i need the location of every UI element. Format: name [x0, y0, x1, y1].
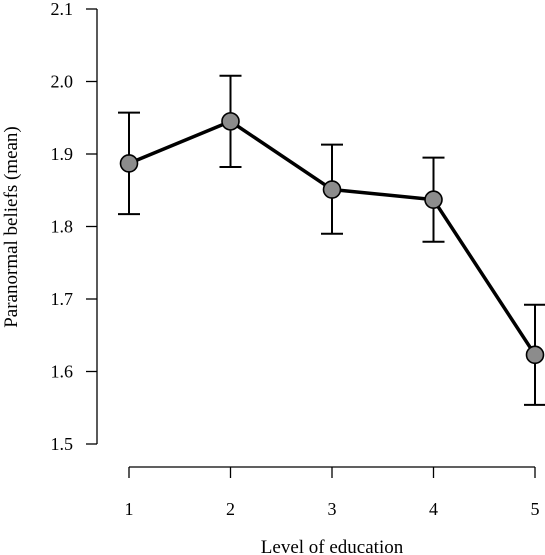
y-tick-label: 1.8 — [51, 217, 74, 237]
x-tick-label: 5 — [531, 499, 540, 519]
y-axis: 1.5 1.6 1.7 1.8 1.9 2.0 2.1 — [51, 0, 98, 454]
data-point — [424, 190, 443, 209]
error-bars — [118, 74, 545, 406]
x-tick-label: 2 — [226, 499, 235, 519]
x-axis-title: Level of education — [261, 537, 404, 555]
data-point — [221, 112, 240, 131]
data-point — [322, 180, 342, 199]
x-tick-label: 1 — [125, 499, 134, 519]
y-axis-title: Paranormal beliefs (mean) — [1, 126, 22, 328]
y-tick-label: 1.7 — [51, 289, 74, 309]
x-tick-label: 4 — [429, 499, 438, 519]
x-tick-label: 3 — [328, 499, 337, 519]
x-axis: 1 2 3 4 5 — [125, 466, 540, 519]
y-tick-label: 2.0 — [51, 72, 74, 92]
y-tick-label: 1.9 — [51, 144, 74, 164]
data-point — [119, 154, 139, 173]
y-tick-label: 1.5 — [51, 434, 74, 454]
y-tick-label: 2.1 — [51, 0, 74, 19]
y-tick-label: 1.6 — [51, 362, 74, 382]
data-point — [525, 345, 545, 365]
data-points — [119, 112, 545, 365]
